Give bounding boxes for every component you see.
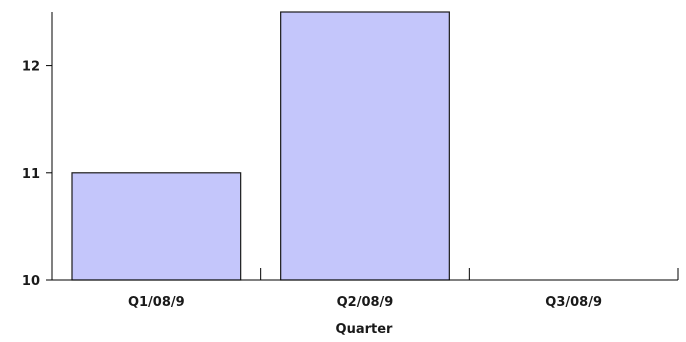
bars-group	[71, 11, 450, 281]
x-axis-title: Quarter	[336, 322, 394, 337]
y-axis: 10 11 12	[22, 12, 53, 289]
y-tick-label: 12	[22, 60, 40, 75]
x-axis: Q1/08/9 Q2/08/9 Q3/08/9	[52, 268, 679, 310]
x-tick-label: Q1/08/9	[128, 295, 185, 310]
x-tick-label: Q2/08/9	[337, 295, 394, 310]
bar-q2-08-9	[280, 11, 450, 281]
bar-q1-08-9	[71, 172, 242, 281]
y-tick-label: 10	[22, 274, 40, 289]
y-tick-label: 11	[22, 167, 40, 182]
x-tick-label: Q3/08/9	[545, 295, 602, 310]
